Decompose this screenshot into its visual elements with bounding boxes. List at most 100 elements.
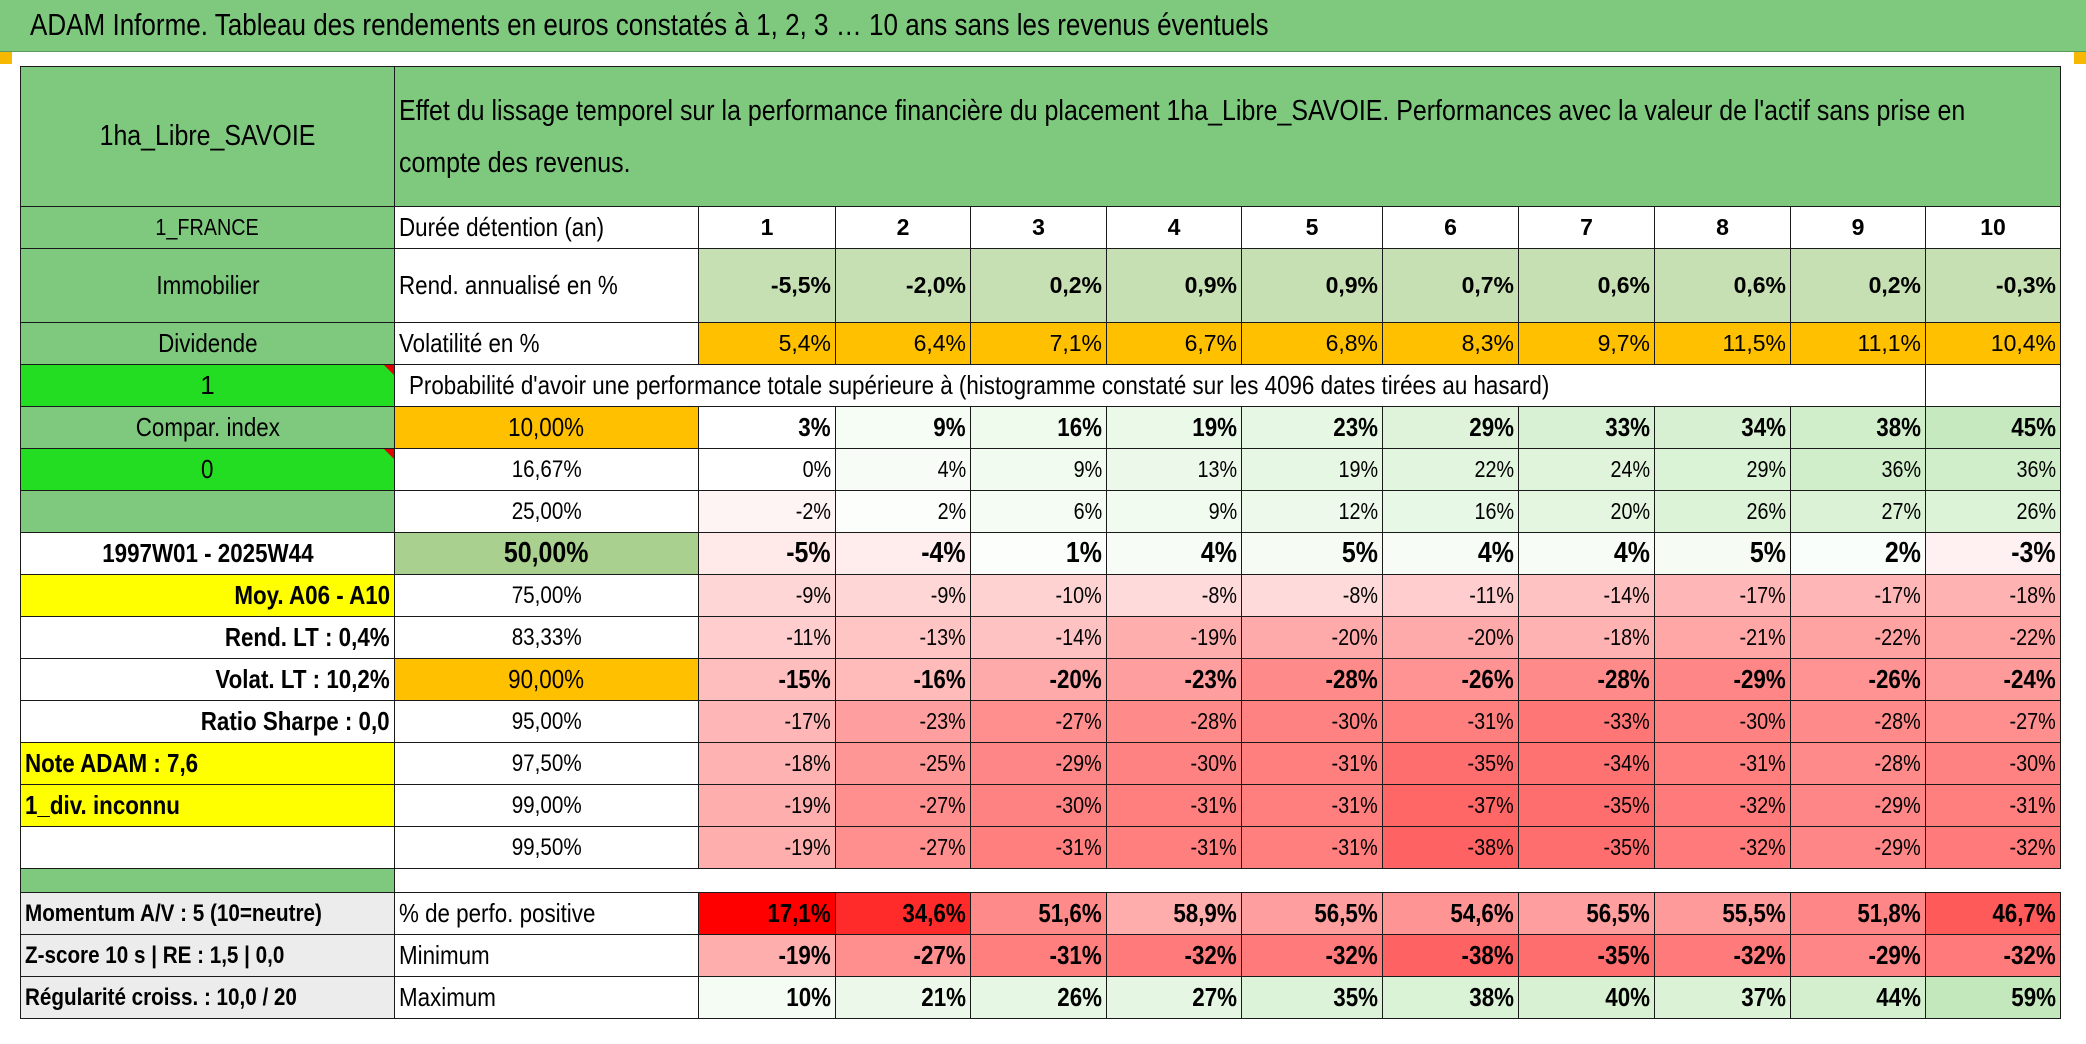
percentile-value-text: -31% (1739, 750, 1786, 776)
durations-row: 1_FRANCE Durée détention (an) 1 2 3 4 5 … (20, 206, 2061, 249)
percentile-value-text: -35% (1603, 834, 1650, 860)
percentile-value: 34% (1654, 406, 1791, 449)
percentile-value-text: 36% (2016, 456, 2056, 482)
rend-value: 0,9% (1106, 248, 1242, 323)
min-value: -29% (1790, 934, 1926, 977)
percentile-value: 38% (1790, 406, 1926, 449)
percentile-value-text: 5% (1749, 537, 1786, 569)
percentile-value-text: -26% (1868, 664, 1921, 694)
max-value-text: 10% (786, 982, 831, 1012)
rend-value: 0,2% (970, 248, 1107, 323)
max-value: 10% (698, 976, 836, 1019)
header-row: 1ha_Libre_SAVOIE Effet du lissage tempor… (20, 66, 2061, 207)
perf-value: 56,5% (1241, 892, 1383, 935)
percentile-value-text: -9% (930, 582, 966, 608)
percentile-value: -27% (835, 784, 971, 827)
percentile-label: 16,67% (394, 448, 699, 491)
percentile-value-text: 2% (937, 498, 966, 524)
percentile-value-text: -32% (2009, 834, 2056, 860)
percentile-row: Ratio Sharpe : 0,0 95,00% -17% -23% -27% -28%… (20, 700, 2061, 743)
empty-cell (1925, 364, 2061, 407)
asset-class-cell: Immobilier (20, 248, 395, 323)
percentile-value: -5% (698, 532, 836, 575)
percentile-value-text: 26% (2016, 498, 2056, 524)
duration-header: 10 (1925, 206, 2061, 249)
flag2-value: 0 (201, 454, 214, 484)
percentile-value-text: -31% (2009, 792, 2056, 818)
percentile-value: -8% (1241, 574, 1383, 617)
flag1-cell[interactable]: 1 (20, 364, 395, 407)
percentile-value-text: -31% (1190, 834, 1237, 860)
max-value: 40% (1518, 976, 1655, 1019)
perf-value: 58,9% (1106, 892, 1242, 935)
perf-value-text: 34,6% (902, 898, 966, 928)
period: 1997W01 - 2025W44 (101, 538, 314, 568)
percentile-value: 22% (1382, 448, 1519, 491)
max-value: 44% (1790, 976, 1926, 1019)
percentile-value-text: -14% (1603, 582, 1650, 608)
vol-value: 5,4% (698, 322, 836, 365)
percentile-value: -33% (1518, 700, 1655, 743)
percentile-value-text: -20% (1467, 624, 1514, 650)
percentile-value-text: 23% (1333, 412, 1378, 442)
spacer-green-cell (20, 868, 395, 893)
percentile-value-text: -5% (786, 537, 831, 569)
max-label-cell: Maximum (394, 976, 699, 1019)
percentile-value: 29% (1382, 406, 1519, 449)
min-value: -27% (835, 934, 971, 977)
percentile-value-text: -28% (1325, 664, 1378, 694)
percentile-label-text: 16,67% (511, 455, 582, 483)
min-value-text: -32% (1733, 940, 1786, 970)
percentile-value-text: -10% (1055, 582, 1102, 608)
percentile-value: -17% (1790, 574, 1926, 617)
period-cell: 1997W01 - 2025W44 (20, 532, 395, 575)
percentile-value: 9% (835, 406, 971, 449)
percentile-value: 4% (1518, 532, 1655, 575)
percentile-value-text: 29% (1746, 456, 1786, 482)
note-adam-cell: Note ADAM : 7,6 (20, 742, 395, 785)
percentile-value-text: -13% (919, 624, 966, 650)
flag1-value: 1 (200, 370, 215, 400)
percentile-value: 19% (1106, 406, 1242, 449)
percentile-value: -18% (1518, 616, 1655, 659)
perf-row: Momentum A/V : 5 (10=neutre) % de perfo. … (20, 892, 2061, 935)
percentile-value: -31% (970, 826, 1107, 869)
percentile-value-text: 20% (1610, 498, 1650, 524)
header-description-cell: Effet du lissage temporel sur la perform… (394, 66, 2061, 207)
max-value-text: 44% (1876, 982, 1921, 1012)
percentile-value: -28% (1241, 658, 1383, 701)
moy-label-cell: Moy. A06 - A10 (20, 574, 395, 617)
min-row: Z-score 10 s | RE : 1,5 | 0,0 Minimum -19%… (20, 934, 2061, 977)
percentile-value: -10% (970, 574, 1107, 617)
percentile-value: -3% (1925, 532, 2061, 575)
max-left-cell: Régularité croiss. : 10,0 / 20 (20, 976, 395, 1019)
percentile-value-text: 1% (1065, 537, 1102, 569)
perf-label: % de perfo. positive (399, 898, 596, 928)
rend-value: 0,9% (1241, 248, 1383, 323)
percentile-value: 20% (1518, 490, 1655, 533)
min-value-text: -19% (778, 940, 831, 970)
percentile-value: -31% (1925, 784, 2061, 827)
min-value-text: -31% (1049, 940, 1102, 970)
sharpe-ratio-cell: Ratio Sharpe : 0,0 (20, 700, 395, 743)
percentile-value: -20% (970, 658, 1107, 701)
perf-value: 56,5% (1518, 892, 1655, 935)
percentile-value: -26% (1382, 658, 1519, 701)
percentile-value-text: -27% (1055, 708, 1102, 734)
percentile-value-text: -18% (2009, 582, 2056, 608)
percentile-value: 5% (1654, 532, 1791, 575)
percentile-value-text: -31% (1331, 750, 1378, 776)
percentile-value-text: -20% (1049, 664, 1102, 694)
div-info: 1_div. inconnu (25, 790, 180, 820)
percentile-value: -31% (1106, 784, 1242, 827)
rend-value: 0,7% (1382, 248, 1519, 323)
compar-label-cell: Compar. index (20, 406, 395, 449)
flag2-value-cell[interactable]: 0 (20, 448, 395, 491)
percentile-value-text: -27% (919, 792, 966, 818)
percentile-value-text: -35% (1467, 750, 1514, 776)
percentile-value-text: 22% (1474, 456, 1514, 482)
min-value: -19% (698, 934, 836, 977)
percentile-label-text: 99,50% (511, 833, 582, 861)
percentile-value-text: -9% (795, 582, 831, 608)
percentile-value: 9% (970, 448, 1107, 491)
